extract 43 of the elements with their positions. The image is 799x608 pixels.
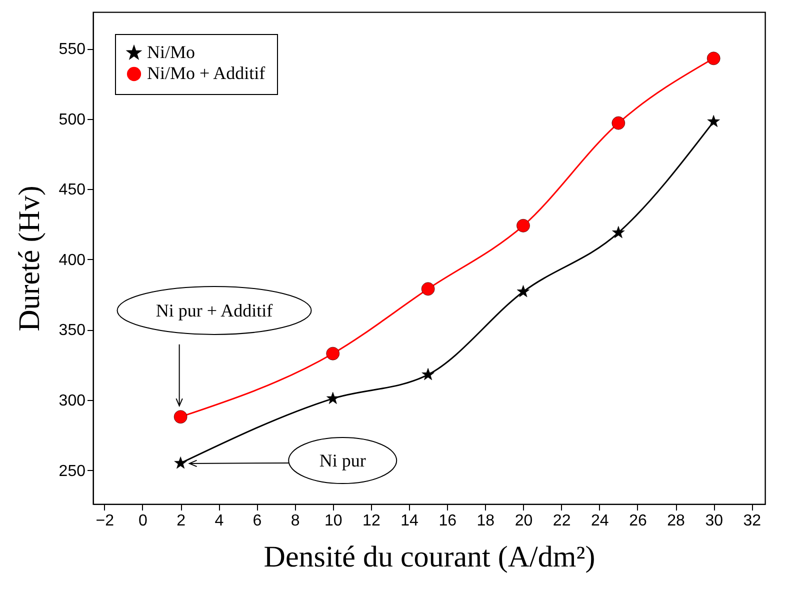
x-tick-label: 4 — [214, 512, 224, 530]
x-tick-label: 28 — [667, 512, 686, 530]
y-tick-label: 550 — [58, 41, 86, 58]
point — [612, 226, 625, 238]
annotation: Ni pur — [319, 450, 366, 471]
point — [174, 410, 188, 424]
y-tick-label: 350 — [58, 322, 86, 340]
x-tick-label: 26 — [629, 512, 647, 530]
annotation: Ni pur + Additif — [156, 300, 273, 320]
point — [326, 392, 340, 404]
x-tick-label: 18 — [476, 512, 495, 530]
point — [516, 285, 530, 298]
x-tick-label: −2 — [96, 512, 114, 530]
point — [707, 114, 720, 128]
x-tick-label: 22 — [552, 512, 571, 530]
x-tick-label: 6 — [252, 512, 262, 530]
point — [174, 456, 187, 469]
x-tick-label: 14 — [400, 512, 419, 530]
legend-label: Ni/Mo + Additif — [147, 63, 266, 83]
x-tick-label: 32 — [743, 512, 762, 530]
y-axis-title: Dureté (Hv) — [12, 186, 46, 332]
y-tick-label: 450 — [58, 182, 86, 199]
x-tick-label: 12 — [362, 512, 380, 530]
x-tick-label: 16 — [438, 512, 457, 530]
point — [421, 282, 435, 296]
x-tick-label: 24 — [590, 512, 609, 530]
y-tick-label: 400 — [58, 252, 86, 269]
x-tick-label: 0 — [138, 512, 148, 530]
point — [706, 52, 720, 66]
point — [516, 219, 530, 232]
y-tick-label: 300 — [58, 392, 86, 410]
x-tick-label: 10 — [324, 512, 342, 530]
x-axis-title: Densité du courant (A/dm²) — [264, 540, 596, 574]
legend-label: Ni/Mo — [147, 42, 196, 62]
x-tick-label: 30 — [705, 512, 724, 530]
point — [612, 116, 626, 130]
x-tick-label: 2 — [176, 512, 186, 530]
y-tick-label: 500 — [58, 111, 86, 128]
x-tick-label: 8 — [290, 512, 300, 530]
x-tick-label: 20 — [514, 512, 533, 530]
point — [422, 368, 434, 380]
point — [326, 346, 340, 360]
y-tick-label: 250 — [58, 462, 86, 480]
